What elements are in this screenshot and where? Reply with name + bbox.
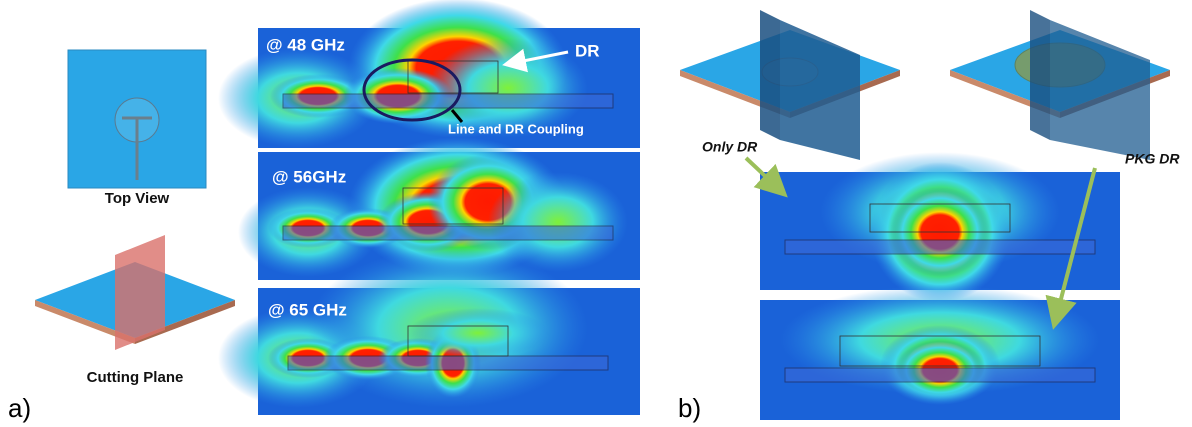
- feed-line: [122, 116, 152, 180]
- feed-line: [282, 225, 614, 241]
- feed-line: [784, 239, 1096, 255]
- dr-outline: [407, 60, 499, 94]
- cut-plane: [1030, 10, 1050, 140]
- arrow: [744, 156, 788, 198]
- coupling-label: Line and DR Coupling: [448, 121, 584, 136]
- panel-label: b): [678, 393, 701, 423]
- frequency-label: @ 48 GHz: [266, 35, 345, 54]
- field-plots: [218, 0, 1120, 420]
- arrow: [502, 48, 569, 73]
- field-region: [408, 308, 548, 358]
- dr-label: DR: [575, 41, 600, 60]
- arrow: [450, 109, 464, 123]
- frequency-label: @ 65 GHz: [268, 300, 347, 319]
- arrow: [1045, 167, 1097, 330]
- top-view: [67, 49, 207, 189]
- dr-outline: [839, 335, 1041, 367]
- frequency-label: @ 56GHz: [272, 167, 346, 186]
- top-view-label: Top View: [105, 190, 170, 207]
- field-region: [488, 172, 628, 272]
- feed-line: [282, 93, 614, 109]
- cut-plane: [760, 10, 780, 140]
- only-dr-view: [680, 10, 900, 160]
- pkg-dr-view: [950, 10, 1170, 160]
- coupling-circle: [362, 58, 462, 122]
- panel-label: a): [8, 393, 31, 423]
- dr-outline: [402, 187, 504, 225]
- feed-line: [287, 355, 609, 371]
- dr-outline: [407, 325, 509, 357]
- field-region: [428, 38, 588, 138]
- feed-line: [784, 367, 1096, 383]
- dr-outline: [869, 203, 1011, 233]
- board-edge: [35, 300, 135, 344]
- pkg-dr-label: PKG DR: [1125, 151, 1180, 167]
- board-edge: [135, 300, 235, 344]
- cut-plane: [780, 20, 860, 160]
- cutting-plane-view: [35, 235, 235, 350]
- cut-plane: [1050, 20, 1150, 160]
- only-dr-label: Only DR: [702, 139, 758, 155]
- cutting-plane-label: Cutting Plane: [87, 369, 184, 386]
- cut-plane: [115, 235, 165, 350]
